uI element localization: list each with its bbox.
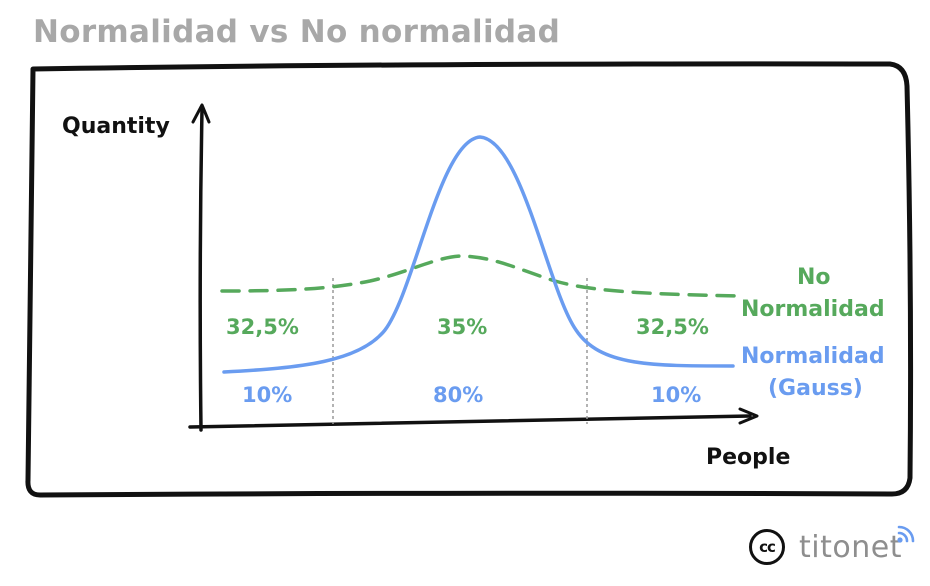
creative-commons-icon: cc	[749, 529, 786, 565]
x-axis	[188, 414, 752, 429]
legend-normal-line2: (Gauss)	[768, 376, 863, 401]
y-axis	[198, 108, 204, 432]
y-axis-label: Quantity	[62, 114, 170, 139]
normal-share-left: 10%	[242, 383, 292, 407]
legend-normal-line1: Normalidad	[741, 344, 885, 369]
x-axis-label: People	[706, 445, 790, 470]
footer: cc titonet	[749, 522, 915, 572]
x-axis-arrow-icon	[738, 407, 759, 425]
signal-waves-icon	[897, 525, 915, 543]
non-normal-share-left: 32,5%	[226, 315, 299, 339]
non-normal-curve	[220, 254, 742, 298]
brand-logo: titonet	[799, 525, 915, 565]
legend-non-normal-line2: Normalidad	[741, 297, 885, 322]
normal-share-right: 10%	[651, 383, 701, 407]
legend-non-normal-line1: No	[797, 265, 831, 290]
page-title: Normalidad vs No normalidad	[33, 14, 561, 50]
y-axis-arrow-icon	[191, 103, 211, 124]
normal-share-center: 80%	[433, 383, 483, 407]
diagram-frame	[25, 61, 914, 498]
non-normal-share-right: 32,5%	[636, 315, 709, 339]
non-normal-share-center: 35%	[437, 315, 487, 339]
normal-curve	[222, 135, 735, 374]
brand-name: titonet	[799, 529, 902, 565]
